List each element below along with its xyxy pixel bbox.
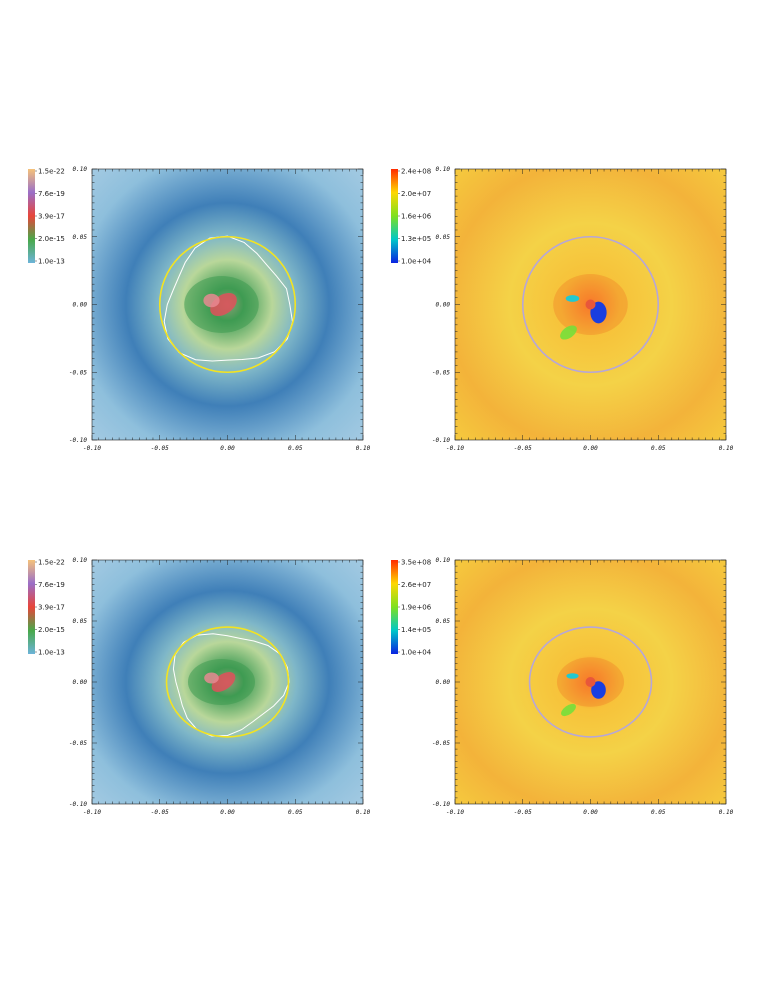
x-tick-label: 0.10: [719, 809, 734, 816]
x-tick-label: 0.05: [288, 809, 303, 816]
colorbar-label: 1.0e+04: [401, 258, 432, 266]
y-tick-label: -0.05: [69, 369, 87, 376]
x-tick-label: -0.10: [83, 809, 101, 816]
colorbar-label: 1.0e+04: [401, 649, 432, 657]
y-tick-label: 0.05: [73, 234, 88, 241]
x-tick-label: 0.10: [719, 445, 734, 452]
colorbar: [28, 169, 35, 263]
x-tick-label: 0.00: [220, 809, 235, 816]
colorbar-label: 3.5e+08: [401, 559, 431, 567]
x-tick-label: -0.05: [151, 809, 169, 816]
y-tick-label: 0.10: [73, 166, 88, 173]
y-tick-label: -0.05: [432, 369, 450, 376]
y-tick-label: 0.10: [436, 557, 451, 564]
y-tick-label: 0.05: [73, 618, 88, 625]
y-tick-label: 0.00: [436, 302, 451, 309]
x-tick-label: -0.10: [83, 445, 101, 452]
y-tick-label: 0.05: [436, 234, 451, 241]
colorbar-label: 1.5e-22: [38, 559, 65, 567]
x-tick-label: -0.10: [446, 445, 464, 452]
x-tick-label: 0.00: [583, 445, 598, 452]
colorbar-label: 1.0e-13: [38, 649, 65, 657]
colorbar-label: 2.0e-15: [38, 235, 65, 243]
x-tick-label: -0.05: [151, 445, 169, 452]
colorbar-label: 3.9e-17: [38, 604, 65, 612]
hot-core: [585, 677, 596, 687]
x-tick-label: 0.05: [288, 445, 303, 452]
white-contour: [163, 235, 294, 362]
y-tick-label: 0.10: [436, 166, 451, 173]
radius-circle: [521, 235, 660, 374]
hot-core: [585, 299, 596, 310]
y-tick-label: 0.10: [73, 557, 88, 564]
colorbar: [391, 560, 398, 654]
x-tick-label: -0.05: [514, 809, 532, 816]
colorbar-label: 2.0e+07: [401, 190, 431, 198]
y-tick-label: -0.10: [432, 801, 450, 808]
colorbar-label: 2.6e+07: [401, 581, 431, 589]
y-tick-label: -0.10: [69, 801, 87, 808]
y-tick-label: 0.00: [73, 679, 88, 686]
colorbar: [391, 169, 398, 263]
x-tick-label: 0.10: [356, 809, 371, 816]
cold-filament: [566, 673, 579, 679]
white-contour: [172, 633, 290, 737]
colorbar-label: 1.0e-13: [38, 258, 65, 266]
y-tick-label: -0.10: [69, 437, 87, 444]
x-tick-label: 0.00: [583, 809, 598, 816]
x-tick-label: -0.10: [446, 809, 464, 816]
y-tick-label: 0.00: [73, 302, 88, 309]
colorbar-label: 1.6e+06: [401, 213, 432, 221]
radius-circle: [165, 626, 290, 738]
panel-bottom-left: -0.10 -0.05 0.00 0.05 0.10 0.10 0.05 0.00 -0.05 -…: [28, 557, 371, 816]
panel-top-right: -0.10 -0.05 0.00 0.05 0.10 0.10 0.05 0.00 -0.05 -…: [391, 166, 734, 452]
y-tick-label: -0.05: [69, 740, 87, 747]
core-clump: [204, 672, 219, 684]
colorbar-label: 2.4e+08: [401, 168, 431, 176]
y-tick-label: -0.10: [432, 437, 450, 444]
colorbar-label: 1.9e+06: [401, 604, 432, 612]
colorbar-label: 1.4e+05: [401, 626, 431, 634]
panel-top-left: -0.10 -0.05 0.00 0.05 0.10 0.10 0.05 0.00 -0.05 -…: [28, 166, 371, 452]
colorbar-label: 2.0e-15: [38, 626, 65, 634]
y-tick-label: 0.00: [436, 679, 451, 686]
panel-bottom-right: -0.10 -0.05 0.00 0.05 0.10 0.10 0.05 0.00 -0.05 -…: [391, 557, 734, 816]
colorbar-label: 1.5e-22: [38, 168, 65, 176]
green-stream: [561, 703, 576, 717]
x-tick-label: 0.05: [651, 445, 666, 452]
green-stream: [560, 325, 577, 340]
x-tick-label: -0.05: [514, 445, 532, 452]
radius-circle: [528, 626, 653, 738]
core-clump: [203, 293, 220, 308]
y-tick-label: -0.05: [432, 740, 450, 747]
colorbar-label: 1.3e+05: [401, 235, 431, 243]
x-tick-label: 0.00: [220, 445, 235, 452]
radius-circle: [158, 235, 297, 374]
cold-filament: [565, 295, 580, 302]
x-tick-label: 0.10: [356, 445, 371, 452]
colorbar-label: 3.9e-17: [38, 213, 65, 221]
colorbar: [28, 560, 35, 654]
colorbar-label: 7.6e-19: [38, 190, 65, 198]
cold-pocket: [591, 681, 606, 699]
y-tick-label: 0.05: [436, 618, 451, 625]
x-tick-label: 0.05: [651, 809, 666, 816]
colorbar-label: 7.6e-19: [38, 581, 65, 589]
